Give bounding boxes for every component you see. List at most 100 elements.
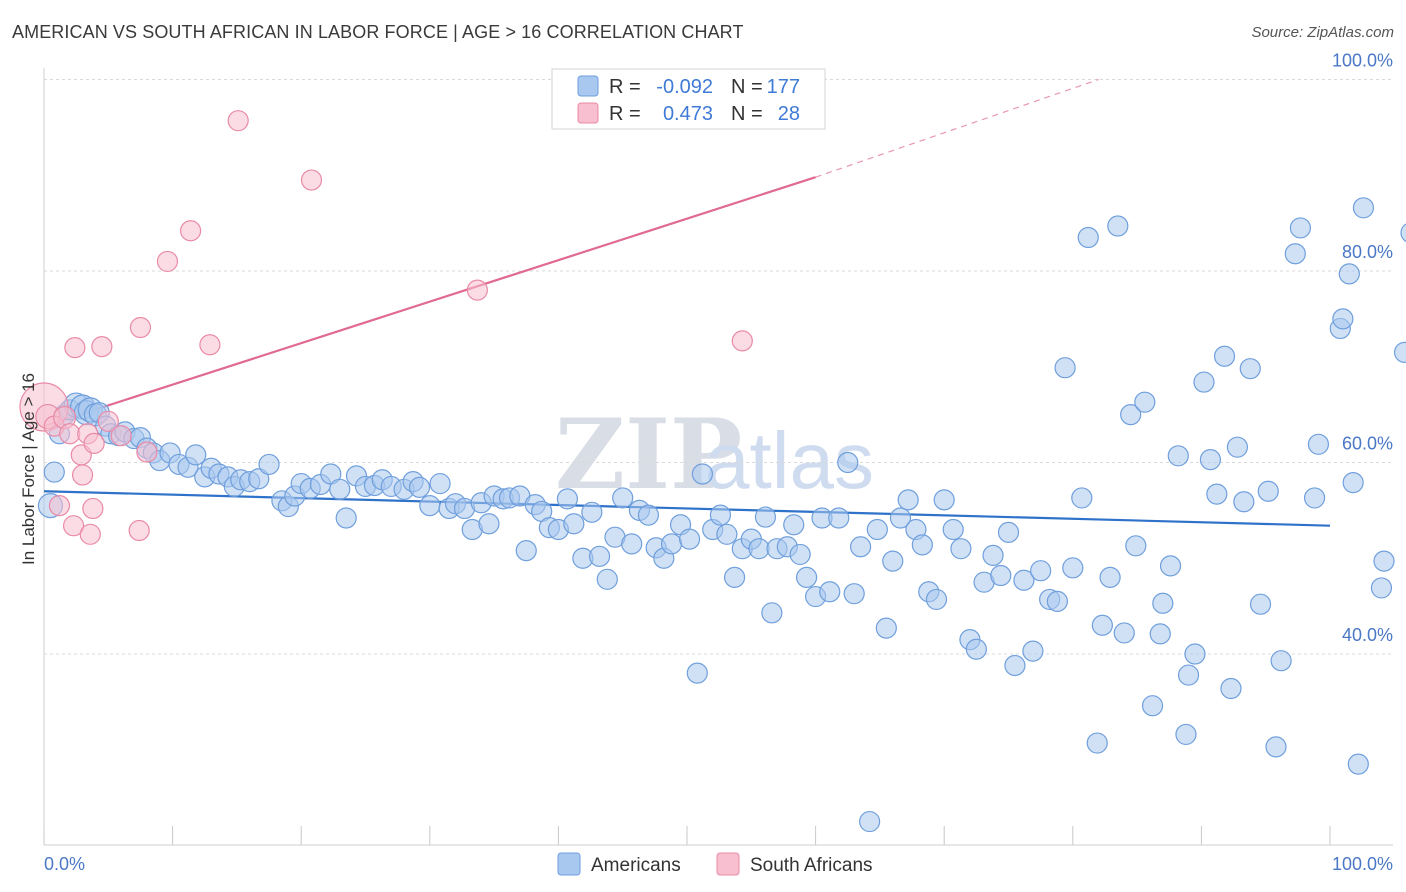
bottom-legend-swatch-south-africans	[716, 852, 740, 876]
south-africans-point-7	[64, 337, 86, 359]
south-africans-point-15	[97, 410, 119, 432]
south-africans-point-26	[731, 330, 753, 352]
americans-point-171	[1347, 753, 1369, 775]
americans-point-156	[1226, 436, 1249, 458]
americans-point-75	[621, 533, 643, 555]
americans-point-82	[678, 528, 701, 550]
x-tick-min: 0.0%	[44, 854, 85, 874]
y-axis-title: In Labor Force | Age > 16	[19, 373, 38, 565]
americans-point-106	[859, 810, 881, 833]
americans-point-107	[866, 518, 888, 541]
grid: 40.0% 60.0% 80.0% 100.0%	[44, 51, 1393, 655]
americans-point-113	[911, 534, 933, 556]
americans-point-117	[942, 518, 964, 541]
americans-point-62	[515, 539, 537, 562]
americans-point-103	[837, 451, 859, 474]
americans-point-105	[850, 536, 872, 558]
americans-point-145	[1152, 592, 1174, 614]
south-africans-point-3	[48, 494, 71, 517]
legend-south-n-value: 28	[778, 103, 800, 125]
americans-point-124	[997, 521, 1020, 543]
watermark-zip: ZIP	[555, 398, 742, 511]
americans-point-139	[1113, 622, 1135, 644]
south-africans-point-17	[128, 519, 150, 542]
americans-point-160	[1257, 480, 1279, 502]
americans-point-31	[248, 468, 270, 490]
americans-point-149	[1177, 664, 1200, 686]
americans-point-104	[843, 583, 865, 605]
americans-point-168	[1332, 308, 1354, 330]
americans-point-70	[581, 501, 603, 523]
americans-point-169	[1338, 263, 1360, 285]
americans-point-93	[761, 602, 783, 624]
south-africans-point-22	[199, 334, 221, 356]
americans-point-163	[1284, 243, 1306, 265]
americans-point-158	[1239, 358, 1261, 380]
americans-point-120	[965, 638, 987, 660]
south-africans-trend-line	[43, 176, 816, 428]
y-tick-label-80: 80.0%	[1342, 242, 1393, 262]
americans-point-67	[556, 488, 579, 510]
south-africans-point-23	[227, 110, 249, 132]
americans-point-118	[950, 538, 972, 560]
americans-point-125	[1004, 654, 1026, 677]
americans-point-138	[1107, 215, 1129, 237]
americans-point-161	[1265, 736, 1287, 758]
americans-point-142	[1134, 391, 1156, 413]
legend-americans-r-value: -0.092	[656, 76, 713, 98]
americans-point-135	[1086, 732, 1108, 754]
y-tick-label-40: 40.0%	[1342, 625, 1393, 645]
y-tick-label-60: 60.0%	[1342, 434, 1393, 454]
south-africans-points	[19, 110, 753, 545]
legend-south-n-label: N =	[731, 103, 763, 125]
americans-point-86	[709, 504, 732, 526]
americans-trend-line	[43, 490, 1331, 527]
americans-point-151	[1193, 371, 1215, 393]
americans-point-84	[691, 463, 714, 485]
americans-point-143	[1141, 695, 1164, 717]
americans-point-109	[882, 550, 904, 572]
americans-point-68	[563, 513, 585, 535]
americans-point-98	[795, 566, 818, 589]
americans-point-102	[828, 507, 850, 529]
south-africans-point-21	[180, 220, 202, 242]
americans-point-155	[1220, 677, 1242, 700]
south-africans-point-11	[79, 523, 101, 545]
americans-point-50	[419, 494, 441, 517]
south-africans-point-19	[136, 441, 158, 463]
americans-point-165	[1303, 487, 1326, 509]
americans-point-131	[1054, 357, 1076, 379]
south-africans-point-6	[62, 515, 85, 537]
americans-point-176	[1400, 223, 1406, 243]
americans-point-152	[1199, 449, 1222, 471]
americans-point-49	[408, 476, 431, 498]
south-africans-point-18	[129, 316, 152, 339]
americans-point-140	[1120, 404, 1142, 426]
legend-swatch-americans	[577, 75, 599, 97]
americans-point-51	[429, 472, 451, 495]
americans-point-159	[1249, 593, 1272, 615]
americans-point-154	[1213, 345, 1236, 367]
americans-point-101	[819, 581, 841, 603]
axes	[43, 68, 1393, 846]
americans-point-132	[1062, 557, 1084, 579]
americans-point-83	[686, 662, 708, 684]
americans-point-175	[1393, 341, 1406, 363]
americans-point-141	[1125, 535, 1147, 557]
south-africans-point-16	[110, 425, 132, 447]
bottom-legend: Americans South Africans	[557, 852, 873, 876]
americans-point-126	[1013, 569, 1035, 591]
south-africans-point-24	[300, 169, 323, 191]
americans-point-137	[1099, 566, 1121, 589]
legend-americans-r-label: R =	[609, 76, 641, 98]
americans-point-127	[1022, 640, 1044, 662]
chart-title: AMERICAN VS SOUTH AFRICAN IN LABOR FORCE…	[12, 22, 744, 42]
americans-point-174	[1370, 577, 1393, 599]
south-africans-point-20	[156, 250, 179, 273]
americans-point-146	[1159, 555, 1182, 577]
watermark: ZIP atlas	[555, 398, 874, 511]
americans-point-130	[1046, 590, 1068, 612]
bottom-legend-americans: Americans	[591, 855, 681, 876]
south-africans-point-13	[83, 432, 105, 454]
americans-point-162	[1270, 650, 1292, 672]
